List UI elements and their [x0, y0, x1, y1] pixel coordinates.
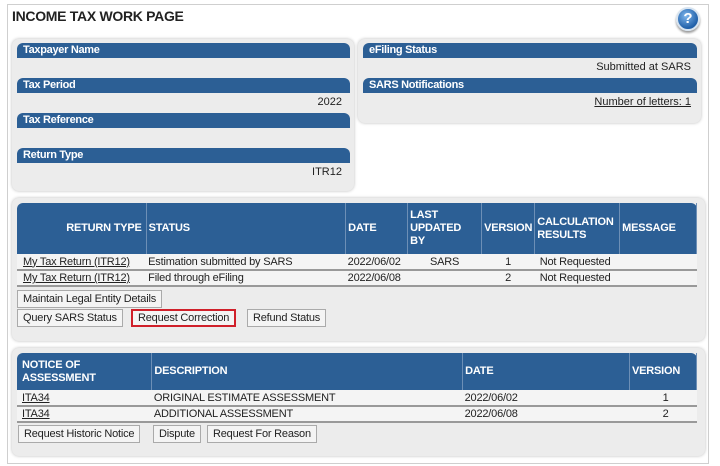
return-type-link[interactable]: My Tax Return (ITR12): [17, 270, 147, 287]
returns-header-row: RETURN TYPE STATUS DATE LAST UPDATED BY …: [17, 203, 697, 254]
request-historic-notice-button[interactable]: Request Historic Notice: [18, 425, 141, 443]
message-cell: [619, 254, 697, 271]
taxpayer-name-label: Taxpayer Name: [17, 43, 350, 58]
table-row: ITA34 ORIGINAL ESTIMATE ASSESSMENT 2022/…: [17, 390, 697, 407]
date-cell: 2022/06/08: [462, 406, 630, 423]
col-status: STATUS: [146, 203, 347, 254]
assessments-header-row: NOTICE OF ASSESSMENT DESCRIPTION DATE VE…: [17, 353, 698, 390]
version-cell: 2: [629, 406, 697, 423]
efiling-status-label: eFiling Status: [363, 43, 697, 58]
col-return-type: RETURN TYPE: [17, 203, 147, 254]
efiling-status-value: Submitted at SARS: [596, 61, 691, 73]
notice-link[interactable]: ITA34: [17, 406, 152, 423]
query-sars-status-button[interactable]: Query SARS Status: [17, 309, 123, 327]
calculation-cell: Not Requested: [534, 270, 620, 287]
notice-link[interactable]: ITA34: [17, 390, 152, 407]
request-correction-button[interactable]: Request Correction: [131, 309, 237, 327]
status-cell: Estimation submitted by SARS: [146, 254, 346, 271]
taxpayer-info-panel: Taxpayer Name Tax Period 2022 Tax Refere…: [12, 39, 354, 191]
tax-period-label: Tax Period: [17, 78, 350, 93]
col-calculation-results: CALCULATION RESULTS: [534, 203, 621, 254]
description-cell: ADDITIONAL ASSESSMENT: [151, 406, 463, 423]
request-for-reason-button[interactable]: Request For Reason: [207, 425, 317, 443]
sars-notifications-label: SARS Notifications: [363, 78, 697, 93]
col-description: DESCRIPTION: [151, 353, 464, 390]
col-date: DATE: [345, 203, 409, 254]
refund-status-button[interactable]: Refund Status: [247, 309, 327, 327]
version-cell: 1: [629, 390, 697, 407]
tax-period-value: 2022: [317, 96, 342, 108]
maintain-legal-entity-details-button[interactable]: Maintain Legal Entity Details: [17, 290, 162, 308]
col-version: VERSION: [629, 353, 698, 390]
message-cell: [619, 270, 697, 287]
work-page-frame: [7, 4, 709, 464]
table-row: ITA34 ADDITIONAL ASSESSMENT 2022/06/08 2: [17, 406, 697, 423]
help-icon[interactable]: ?: [676, 7, 700, 31]
col-last-updated-by: LAST UPDATED BY: [407, 203, 483, 254]
calculation-cell: Not Requested: [534, 254, 620, 271]
col-message: MESSAGE: [619, 203, 697, 254]
assessments-table: NOTICE OF ASSESSMENT DESCRIPTION DATE VE…: [17, 353, 698, 423]
status-panel: eFiling Status Submitted at SARS SARS No…: [358, 39, 701, 123]
date-cell: 2022/06/08: [345, 270, 408, 287]
page-title: INCOME TAX WORK PAGE: [12, 8, 184, 24]
description-cell: ORIGINAL ESTIMATE ASSESSMENT: [151, 390, 463, 407]
returns-panel: RETURN TYPE STATUS DATE LAST UPDATED BY …: [12, 198, 705, 341]
status-cell: Filed through eFiling: [146, 270, 346, 287]
return-type-value: ITR12: [312, 166, 342, 178]
number-of-letters-link[interactable]: Number of letters: 1: [594, 96, 691, 108]
updated-by-cell: SARS: [407, 254, 482, 271]
col-version: VERSION: [481, 203, 536, 254]
table-row: My Tax Return (ITR12) Filed through eFil…: [17, 270, 697, 287]
version-cell: 1: [481, 254, 535, 271]
return-type-link[interactable]: My Tax Return (ITR12): [17, 254, 147, 271]
dispute-button[interactable]: Dispute: [153, 425, 201, 443]
date-cell: 2022/06/02: [462, 390, 630, 407]
updated-by-cell: [407, 270, 482, 287]
returns-table: RETURN TYPE STATUS DATE LAST UPDATED BY …: [17, 203, 697, 287]
tax-reference-label: Tax Reference: [17, 113, 350, 128]
table-row: My Tax Return (ITR12) Estimation submitt…: [17, 254, 697, 271]
date-cell: 2022/06/02: [345, 254, 408, 271]
col-date: DATE: [462, 353, 630, 390]
version-cell: 2: [481, 270, 535, 287]
col-notice-of-assessment: NOTICE OF ASSESSMENT: [17, 353, 153, 390]
assessments-panel: NOTICE OF ASSESSMENT DESCRIPTION DATE VE…: [12, 348, 705, 456]
return-type-label: Return Type: [17, 148, 350, 163]
